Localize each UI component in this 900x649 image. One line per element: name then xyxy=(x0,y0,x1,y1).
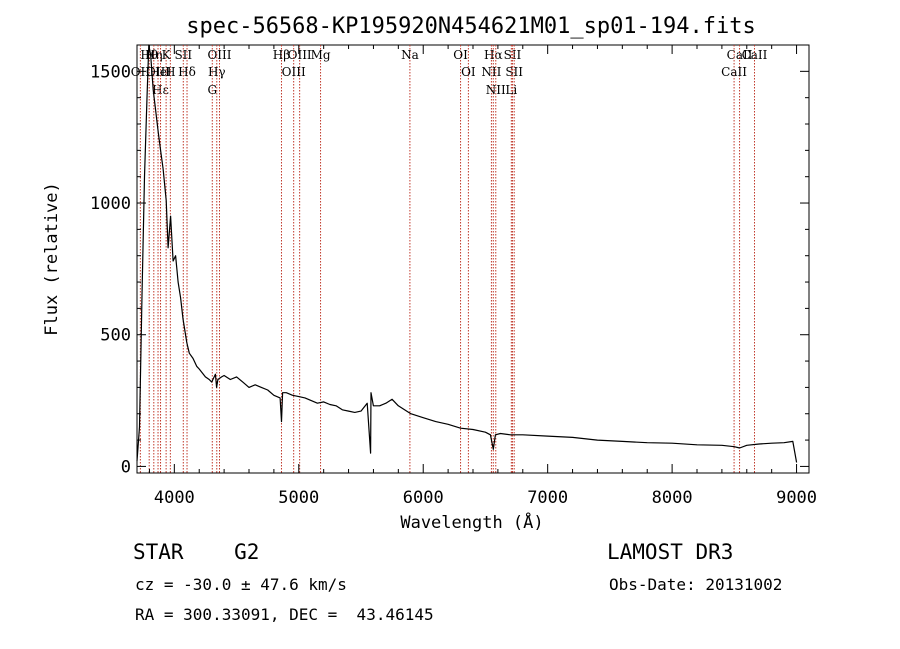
series-layer xyxy=(136,44,798,463)
survey-name: LAMOST DR3 xyxy=(607,540,734,564)
emission-line-markers: HθOIIOIIIHεHeIKHηHSIIHδOIIIHγGHβOIIIOIII… xyxy=(131,45,768,473)
marker-label: Hγ xyxy=(208,65,226,79)
marker-label: Li xyxy=(505,83,517,97)
y-tick-label: 1500 xyxy=(90,62,131,82)
marker-label: CaII xyxy=(742,48,768,62)
x-axis-label: Wavelength (Å) xyxy=(400,511,543,533)
marker-label: Na xyxy=(401,48,419,62)
marker-label: Hβ xyxy=(273,48,290,62)
redshift-velocity: cz = -30.0 ± 47.6 km/s xyxy=(135,575,347,594)
marker-label: CaII xyxy=(721,65,747,79)
axis-ticks: 4000 5000 6000 7000 8000 9000 0 500 1000 1500 xyxy=(90,45,817,508)
y-tick-label: 500 xyxy=(100,326,131,346)
marker-label: SII xyxy=(505,65,523,79)
marker-label: NII xyxy=(481,65,501,79)
marker-label: Mg xyxy=(311,48,331,62)
x-tick-label: 6000 xyxy=(403,488,444,508)
x-tick-label: 7000 xyxy=(527,488,568,508)
spectrum-line xyxy=(136,44,798,463)
ra-dec-coordinates: RA = 300.33091, DEC = 43.46145 xyxy=(135,605,434,624)
marker-label: H xyxy=(165,65,175,79)
y-tick-label: 0 xyxy=(121,457,131,477)
marker-label: OIII xyxy=(207,48,231,62)
object-class: STAR G2 xyxy=(133,540,260,564)
marker-label: NII xyxy=(486,83,506,97)
x-tick-label: 8000 xyxy=(652,488,693,508)
marker-label: Hα xyxy=(484,48,503,62)
y-tick-label: 1000 xyxy=(90,194,131,214)
marker-label: OI xyxy=(453,48,468,62)
marker-label: OIII xyxy=(282,65,306,79)
x-tick-label: 5000 xyxy=(278,488,319,508)
marker-label: OI xyxy=(461,65,476,79)
marker-label: SII xyxy=(174,48,192,62)
marker-label: Hδ xyxy=(178,65,196,79)
marker-label: SII xyxy=(504,48,522,62)
y-axis-label: Flux (relative) xyxy=(42,182,62,336)
observation-date: Obs-Date: 20131002 xyxy=(609,575,783,594)
x-tick-label: 9000 xyxy=(776,488,817,508)
marker-label: Hη xyxy=(145,48,163,62)
plot-frame xyxy=(136,44,810,474)
marker-label: OIII xyxy=(288,48,312,62)
marker-label: K xyxy=(162,48,172,62)
x-tick-label: 4000 xyxy=(154,488,195,508)
chart-title: spec-56568-KP195920N454621M01_sp01-194.f… xyxy=(186,14,756,39)
marker-label: G xyxy=(207,83,217,97)
marker-label: CaII xyxy=(727,48,753,62)
marker-label: OII xyxy=(131,65,151,79)
